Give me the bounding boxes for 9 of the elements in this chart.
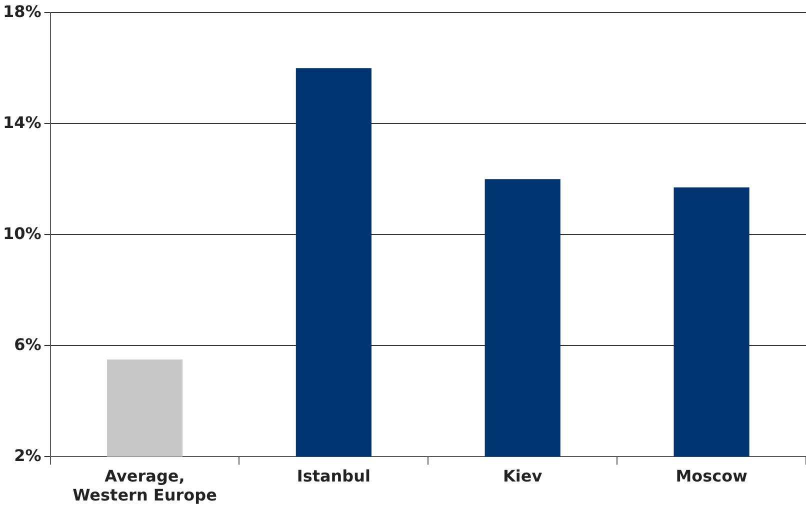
x-tick-label: Moscow <box>676 466 748 486</box>
y-tick-label: 6% <box>14 334 42 354</box>
y-tick-label: 10% <box>3 224 42 243</box>
x-tick-label: Average, Western Europe <box>72 466 218 505</box>
x-tick-label: Kiev <box>503 466 543 486</box>
y-tick-label: 2% <box>14 446 42 465</box>
x-tick-label: Istanbul <box>296 466 371 486</box>
y-tick-label: 18% <box>3 2 42 21</box>
y-tick-label: 14% <box>3 112 42 132</box>
